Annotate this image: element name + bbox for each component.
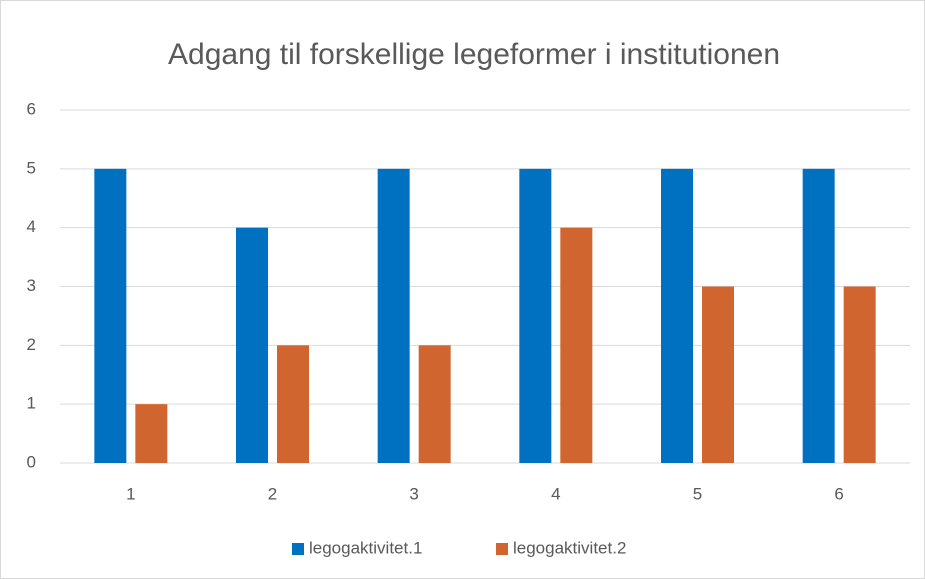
y-tick-label: 3: [27, 276, 36, 295]
bar: [277, 345, 309, 463]
y-tick-label: 4: [27, 217, 36, 236]
x-tick-label: 3: [409, 484, 418, 503]
bar: [377, 168, 410, 464]
bar: [418, 345, 451, 463]
bar: [519, 168, 552, 464]
y-tick-label: 2: [27, 335, 36, 354]
y-tick-label: 5: [27, 158, 36, 177]
bar: [236, 227, 268, 463]
bar: [802, 168, 835, 464]
bar: [94, 168, 127, 464]
y-tick-label: 1: [27, 394, 36, 413]
legend-label: legogaktivitet.2: [513, 538, 626, 557]
legend-swatch: [496, 543, 508, 555]
bar: [661, 168, 693, 464]
y-tick-label: 0: [27, 452, 36, 471]
bar: [560, 227, 593, 463]
bar: [135, 404, 168, 463]
legend-label: legogaktivitet.1: [309, 538, 422, 557]
x-tick-label: 2: [268, 484, 277, 503]
x-tick-label: 1: [126, 484, 135, 503]
legend-swatch: [292, 543, 304, 555]
chart-title: Adgang til forskellige legeformer i inst…: [168, 38, 780, 71]
y-tick-label: 6: [27, 99, 36, 118]
x-tick-label: 6: [834, 484, 843, 503]
bar: [702, 286, 734, 463]
bar: [843, 286, 876, 463]
x-tick-label: 5: [693, 484, 702, 503]
x-tick-label: 4: [551, 484, 560, 503]
